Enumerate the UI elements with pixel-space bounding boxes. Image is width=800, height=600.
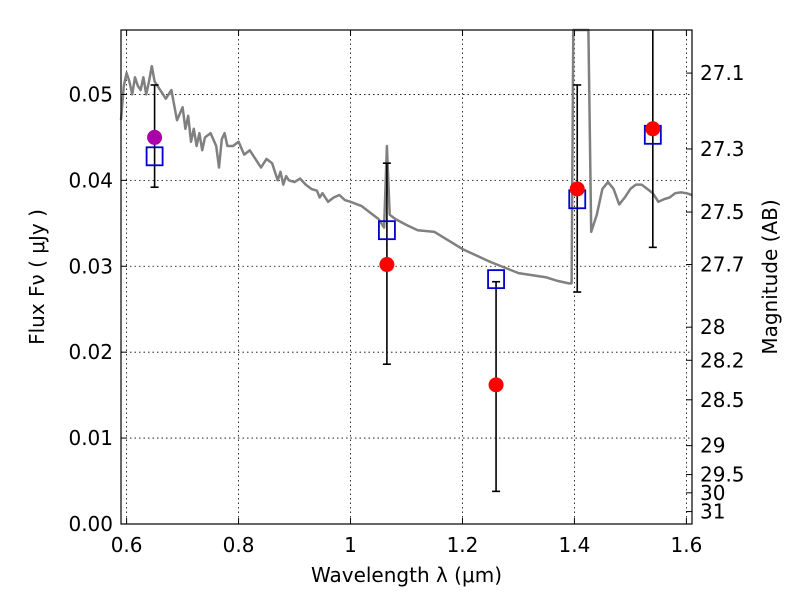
right-tick-label: 27.5 [700, 200, 745, 224]
right-tick-label: 31 [700, 500, 725, 524]
y-tick-label: 0.04 [68, 168, 113, 192]
y-tick-label: 0.03 [68, 254, 113, 278]
model-spectrum-line [119, 28, 693, 285]
model-flux-square [145, 146, 164, 167]
right-tick-label: 28.2 [700, 348, 745, 372]
model-flux-square [378, 220, 396, 241]
y-tick-label: 0.05 [68, 82, 113, 106]
axis-ticks: 0.6 0.8 1 1.2 1.4 1.6 0.00 0.01 0.02 0.03 0.04 0.05… [68, 30, 745, 557]
plot-frame [120, 29, 693, 525]
observed-flux-point [488, 377, 504, 393]
x-axis-label: Wavelength λ (μm) [311, 563, 502, 587]
model-spectrum-layer [119, 28, 693, 285]
x-tick-label: 1 [344, 533, 357, 557]
right-tick-label: 29 [700, 434, 725, 458]
observed-flux-point [147, 129, 163, 145]
x-tick-label: 0.6 [111, 533, 143, 557]
right-tick-label: 28 [700, 315, 725, 339]
right-tick-label: 27.1 [700, 61, 745, 85]
observed-flux-point [569, 181, 585, 197]
data-points-layer [145, 30, 662, 493]
right-tick-label: 28.5 [700, 388, 745, 412]
y-tick-label: 0.00 [68, 512, 113, 536]
y-axis-label: Flux Fν ( μJy ) [25, 209, 49, 345]
right-tick-label: 27.3 [700, 137, 745, 161]
grid-lines [121, 30, 692, 525]
right-tick-label: 29.5 [700, 463, 745, 487]
observed-flux-point [645, 121, 661, 137]
right-tick-label: 27.7 [700, 253, 745, 277]
y-tick-label: 0.02 [68, 340, 113, 364]
right-axis-label: Magnitude (AB) [758, 199, 782, 354]
observed-flux-point [379, 257, 395, 273]
x-tick-label: 1.2 [447, 533, 479, 557]
x-tick-label: 1.6 [670, 533, 702, 557]
right-tick-label: 30 [700, 481, 725, 505]
y-tick-label: 0.01 [68, 426, 113, 450]
x-tick-label: 0.8 [223, 533, 255, 557]
model-flux-square [487, 269, 505, 290]
x-tick-label: 1.4 [559, 533, 591, 557]
